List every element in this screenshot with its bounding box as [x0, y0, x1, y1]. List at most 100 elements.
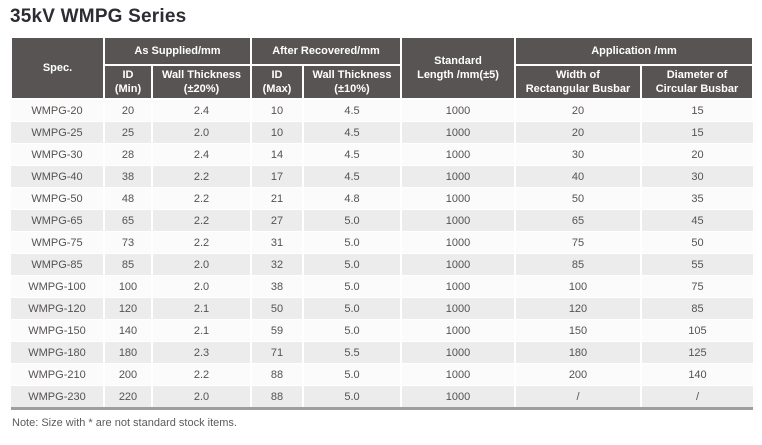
table-body: WMPG-20 20 2.4 10 4.5 1000 20 15 WMPG-25… [11, 98, 753, 409]
cell-id-min: 65 [103, 209, 152, 232]
cell-spec: WMPG-210 [11, 363, 104, 386]
cell-id-min: 220 [103, 385, 152, 409]
cell-id-max: 27 [250, 209, 303, 232]
header-wall-thickness-20: Wall Thickness (±20%) [151, 64, 252, 100]
table-row: WMPG-100 100 2.0 38 5.0 1000 100 75 [11, 275, 753, 298]
cell-diameter-circular-busbar: 50 [640, 231, 753, 254]
header-as-supplied: As Supplied/mm [103, 36, 252, 66]
cell-diameter-circular-busbar: 15 [640, 98, 753, 122]
table-header: Spec. As Supplied/mm After Recovered/mm … [10, 36, 754, 100]
cell-wall-thickness-10: 5.0 [302, 297, 401, 320]
header-diameter-circular-busbar: Diameter of Circular Busbar [640, 64, 754, 100]
cell-wall-thickness-20: 2.2 [151, 231, 251, 254]
cell-width-rectangular-busbar: 40 [514, 165, 641, 188]
cell-spec: WMPG-85 [11, 253, 104, 276]
header-spec: Spec. [10, 36, 105, 100]
cell-standard-length: 1000 [400, 385, 515, 409]
cell-standard-length: 1000 [400, 143, 515, 166]
cell-id-max: 59 [250, 319, 303, 342]
cell-diameter-circular-busbar: 20 [640, 143, 753, 166]
cell-spec: WMPG-230 [11, 385, 104, 409]
cell-spec: WMPG-180 [11, 341, 104, 364]
page-title: 35kV WMPG Series [10, 6, 187, 27]
cell-wall-thickness-20: 2.2 [151, 165, 251, 188]
cell-width-rectangular-busbar: 180 [514, 341, 641, 364]
cell-id-min: 120 [103, 297, 152, 320]
header-id-min: ID (Min) [103, 64, 153, 100]
header-width-rectangular-busbar: Width of Rectangular Busbar [514, 64, 642, 100]
header-application: Application /mm [514, 36, 754, 66]
cell-standard-length: 1000 [400, 253, 515, 276]
cell-wall-thickness-10: 5.0 [302, 231, 401, 254]
cell-id-max: 10 [250, 98, 303, 122]
cell-diameter-circular-busbar: 125 [640, 341, 753, 364]
header-id-max: ID (Max) [250, 64, 304, 100]
cell-standard-length: 1000 [400, 297, 515, 320]
table-row: WMPG-210 200 2.2 88 5.0 1000 200 140 [11, 363, 753, 386]
cell-diameter-circular-busbar: 75 [640, 275, 753, 298]
cell-spec: WMPG-100 [11, 275, 104, 298]
cell-id-min: 48 [103, 187, 152, 210]
table-row: WMPG-150 140 2.1 59 5.0 1000 150 105 [11, 319, 753, 342]
cell-wall-thickness-10: 5.5 [302, 341, 401, 364]
cell-id-max: 10 [250, 121, 303, 144]
cell-width-rectangular-busbar: 20 [514, 121, 641, 144]
header-standard-length: Standard Length /mm(±5) [400, 36, 516, 100]
cell-diameter-circular-busbar: 35 [640, 187, 753, 210]
cell-width-rectangular-busbar: 100 [514, 275, 641, 298]
cell-width-rectangular-busbar: 150 [514, 319, 641, 342]
cell-standard-length: 1000 [400, 231, 515, 254]
cell-wall-thickness-20: 2.4 [151, 98, 251, 122]
cell-width-rectangular-busbar: 20 [514, 98, 641, 122]
cell-spec: WMPG-20 [11, 98, 104, 122]
cell-spec: WMPG-40 [11, 165, 104, 188]
cell-wall-thickness-10: 5.0 [302, 319, 401, 342]
cell-wall-thickness-10: 5.0 [302, 275, 401, 298]
table-row: WMPG-50 48 2.2 21 4.8 1000 50 35 [11, 187, 753, 210]
cell-standard-length: 1000 [400, 209, 515, 232]
cell-wall-thickness-20: 2.0 [151, 385, 251, 409]
table-row: WMPG-75 73 2.2 31 5.0 1000 75 50 [11, 231, 753, 254]
cell-diameter-circular-busbar: 55 [640, 253, 753, 276]
cell-id-max: 88 [250, 363, 303, 386]
cell-wall-thickness-20: 2.2 [151, 209, 251, 232]
header-after-recovered: After Recovered/mm [250, 36, 402, 66]
table-row: WMPG-85 85 2.0 32 5.0 1000 85 55 [11, 253, 753, 276]
table-row: WMPG-20 20 2.4 10 4.5 1000 20 15 [11, 98, 753, 122]
cell-wall-thickness-10: 4.5 [302, 98, 401, 122]
cell-id-max: 32 [250, 253, 303, 276]
spec-table: Spec. As Supplied/mm After Recovered/mm … [10, 36, 754, 410]
cell-wall-thickness-20: 2.1 [151, 297, 251, 320]
cell-width-rectangular-busbar: 120 [514, 297, 641, 320]
cell-wall-thickness-10: 4.5 [302, 143, 401, 166]
cell-diameter-circular-busbar: 140 [640, 363, 753, 386]
cell-id-min: 28 [103, 143, 152, 166]
cell-diameter-circular-busbar: 105 [640, 319, 753, 342]
cell-width-rectangular-busbar: 30 [514, 143, 641, 166]
cell-width-rectangular-busbar: 85 [514, 253, 641, 276]
cell-wall-thickness-20: 2.1 [151, 319, 251, 342]
cell-standard-length: 1000 [400, 165, 515, 188]
cell-width-rectangular-busbar: / [514, 385, 641, 409]
cell-spec: WMPG-50 [11, 187, 104, 210]
cell-id-max: 38 [250, 275, 303, 298]
cell-id-max: 31 [250, 231, 303, 254]
cell-wall-thickness-20: 2.2 [151, 187, 251, 210]
cell-width-rectangular-busbar: 200 [514, 363, 641, 386]
cell-wall-thickness-20: 2.3 [151, 341, 251, 364]
cell-id-max: 21 [250, 187, 303, 210]
cell-spec: WMPG-150 [11, 319, 104, 342]
cell-standard-length: 1000 [400, 275, 515, 298]
cell-wall-thickness-20: 2.0 [151, 275, 251, 298]
cell-spec: WMPG-25 [11, 121, 104, 144]
table-row: WMPG-25 25 2.0 10 4.5 1000 20 15 [11, 121, 753, 144]
cell-wall-thickness-10: 5.0 [302, 253, 401, 276]
footnote: Note: Size with * are not standard stock… [12, 417, 237, 429]
header-wall-thickness-10: Wall Thickness (±10%) [302, 64, 402, 100]
cell-standard-length: 1000 [400, 187, 515, 210]
cell-spec: WMPG-30 [11, 143, 104, 166]
cell-id-min: 85 [103, 253, 152, 276]
cell-id-min: 200 [103, 363, 152, 386]
cell-standard-length: 1000 [400, 98, 515, 122]
